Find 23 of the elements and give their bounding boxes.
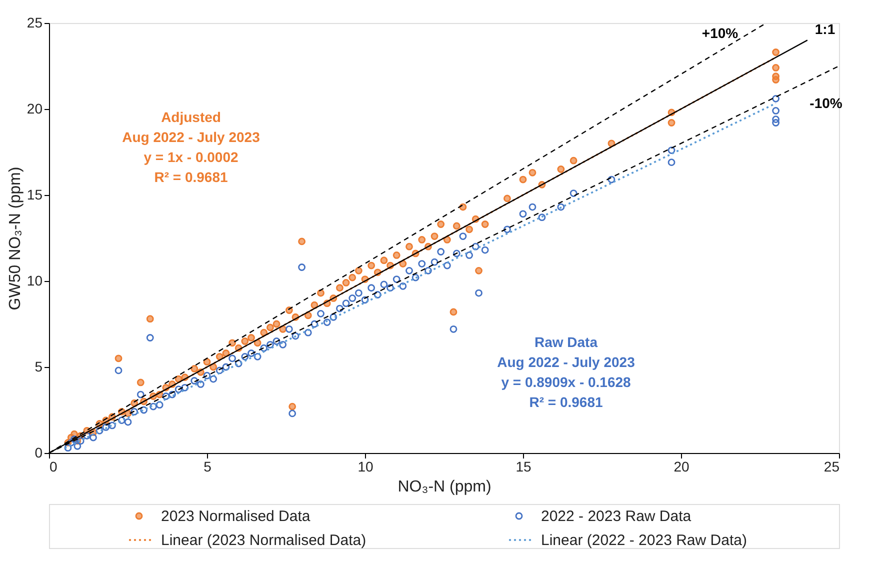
legend-label: Linear (2023 Normalised Data) (161, 532, 366, 549)
y-tick-label: 10 (26, 272, 43, 288)
y-axis-title: GW50 NO₃-N (ppm) (6, 166, 24, 310)
y-tick-label: 25 (26, 14, 43, 30)
legend-label: 2022 - 2023 Raw Data (541, 508, 692, 525)
annotation: -10% (810, 95, 843, 111)
x-tick-label: 10 (358, 458, 374, 474)
y-tick-label: 20 (26, 100, 43, 116)
x-tick-label: 0 (50, 458, 58, 474)
y-tick-label: 5 (34, 358, 43, 374)
x-tick-label: 20 (674, 458, 690, 474)
annotation: Adjusted Aug 2022 - July 2023 y = 1x - 0.0002 R² = 0.9681 (122, 109, 260, 185)
x-tick-label: 15 (516, 458, 532, 474)
annotation: Raw Data Aug 2022 - July 2023 y = 0.8909x - 0.1628 R² = 0.9681 (497, 334, 636, 410)
x-axis-title: NO₃-N (ppm) (398, 478, 492, 496)
legend-label: Linear (2022 - 2023 Raw Data) (541, 532, 747, 549)
legend-label: 2023 Normalised Data (161, 508, 311, 525)
annotation: 1:1 (814, 21, 836, 37)
y-tick-label: 15 (26, 186, 43, 202)
x-tick-label: 25 (824, 458, 840, 474)
y-tick-label: 0 (34, 444, 43, 460)
x-tick-label: 5 (204, 458, 212, 474)
annotation: +10% (702, 25, 739, 41)
